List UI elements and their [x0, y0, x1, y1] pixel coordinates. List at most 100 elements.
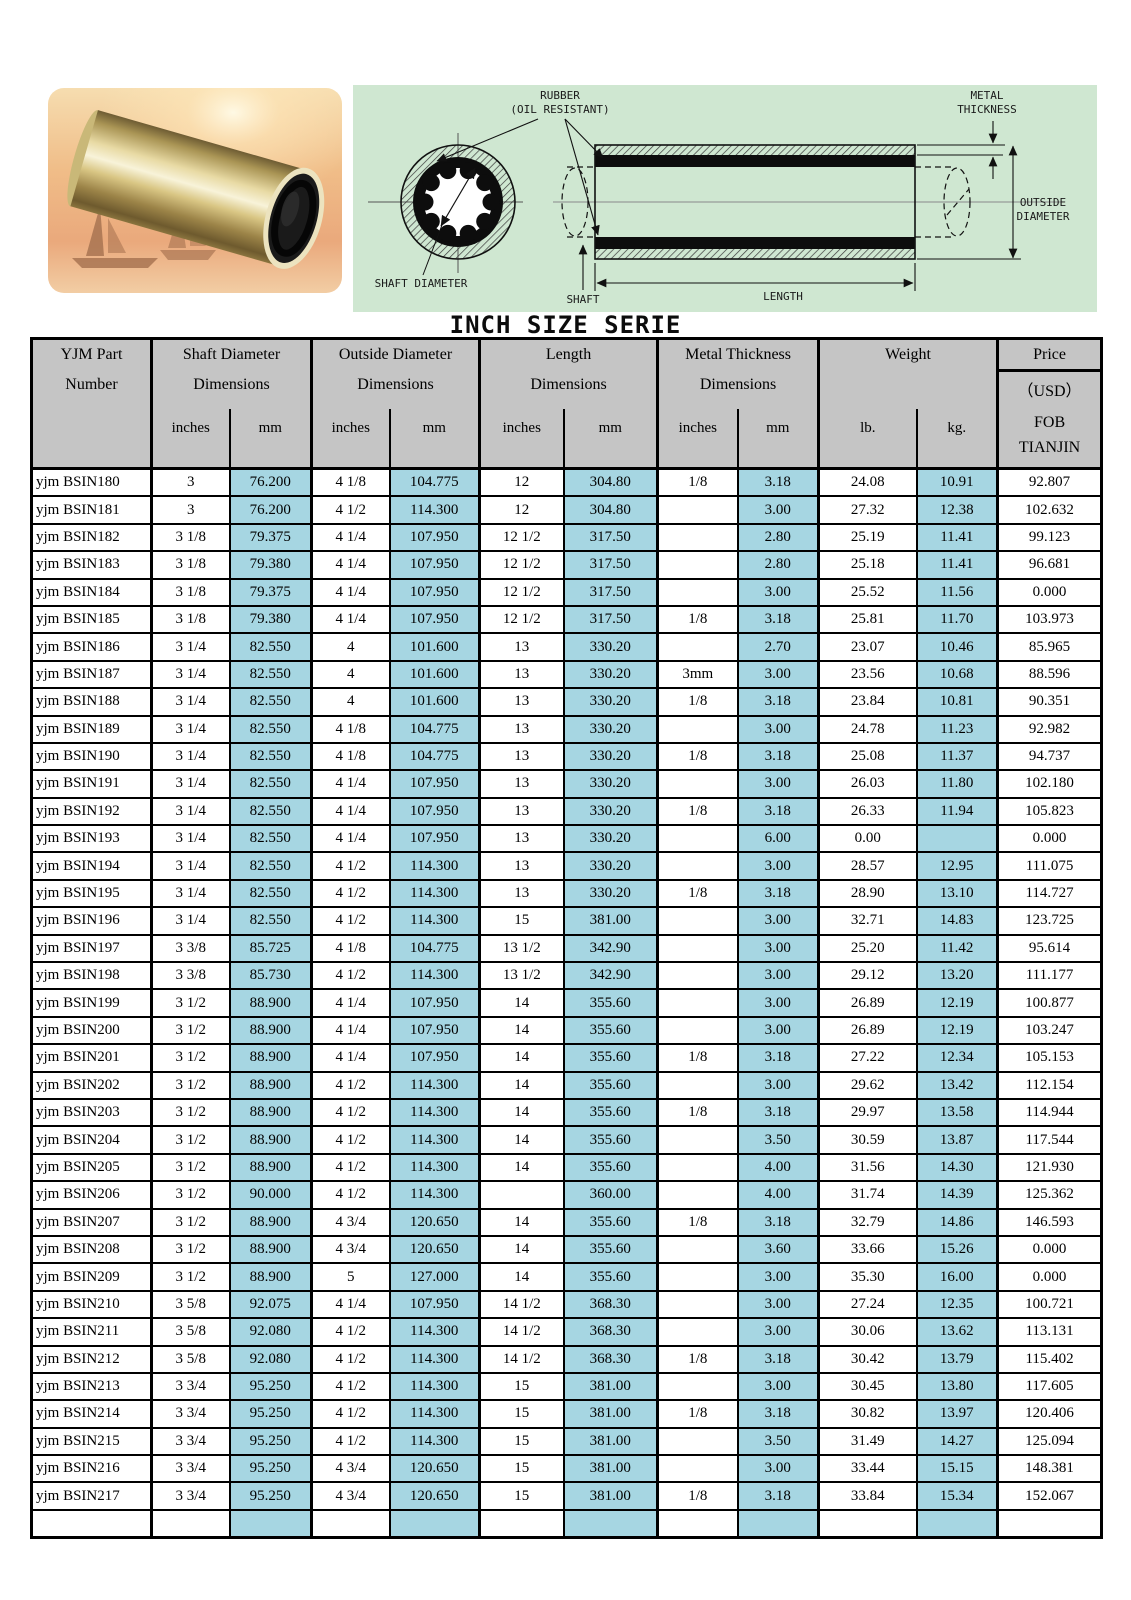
- length-inches-cell: 13: [478, 714, 565, 744]
- metal-mm-cell: 3.00: [736, 714, 820, 744]
- weight-lb-cell: [817, 1508, 918, 1539]
- part-number-cell: yjm BSIN193: [30, 824, 153, 854]
- weight-kg-cell: 15.34: [915, 1481, 999, 1511]
- outside-mm-cell: 114.300: [388, 495, 481, 525]
- table-row: yjm BSIN214 3 3/4 95.250 4 1/2 114.300 15 381.…: [30, 1399, 1103, 1429]
- outside-mm-cell: 107.950: [388, 796, 481, 827]
- metal-mm-cell: 3.18: [736, 1481, 820, 1511]
- length-mm-cell: 368.30: [562, 1289, 659, 1320]
- outside-inches-cell: 4 1/2: [310, 1344, 391, 1374]
- shaft-inches-cell: 3: [150, 467, 231, 498]
- weight-kg-cell: 14.39: [915, 1180, 999, 1210]
- outside-mm-cell: 107.950: [388, 1289, 481, 1320]
- header-part-number: YJM Part Number: [30, 338, 153, 469]
- table-row: yjm BSIN208 3 1/2 88.900 4 3/4 120.650 14 355.…: [30, 1234, 1103, 1265]
- shaft-mm-cell: 82.550: [228, 906, 313, 936]
- metal-inches-cell: [656, 1152, 739, 1183]
- price-cell: 85.965: [996, 632, 1103, 662]
- price-cell: 0.000: [996, 1262, 1103, 1292]
- shaft-mm-cell: 85.730: [228, 961, 313, 991]
- metal-mm-cell: 3.50: [736, 1125, 820, 1155]
- metal-inches-cell: [656, 1289, 739, 1320]
- weight-kg-cell: 11.23: [915, 714, 999, 744]
- outside-inches-cell: 4 1/4: [310, 1043, 391, 1073]
- table-row: yjm BSIN195 3 1/4 82.550 4 1/2 114.300 13 330.…: [30, 878, 1103, 909]
- metal-inches-cell: 1/8: [656, 1097, 739, 1128]
- header-shaft-mm: mm: [228, 408, 313, 469]
- weight-kg-cell: 13.20: [915, 961, 999, 991]
- length-inches-cell: 14: [478, 988, 565, 1018]
- length-mm-cell: 368.30: [562, 1317, 659, 1347]
- part-number-cell: yjm BSIN196: [30, 906, 153, 936]
- length-mm-cell: 381.00: [562, 1399, 659, 1429]
- part-number-cell: yjm BSIN209: [30, 1262, 153, 1292]
- price-cell: 146.593: [996, 1207, 1103, 1237]
- shaft-mm-cell: 88.900: [228, 1152, 313, 1183]
- weight-kg-cell: 14.30: [915, 1152, 999, 1183]
- metal-mm-cell: 3.00: [736, 961, 820, 991]
- cross-section: [400, 144, 516, 260]
- length-mm-cell: 381.00: [562, 1426, 659, 1457]
- table-row: yjm BSIN212 3 5/8 92.080 4 1/2 114.300 14 1/2…: [30, 1344, 1103, 1374]
- shaft-mm-cell: 79.375: [228, 522, 313, 553]
- header-weight-lb: lb.: [817, 408, 918, 469]
- table-row: yjm BSIN202 3 1/2 88.900 4 1/2 114.300 14 355.…: [30, 1070, 1103, 1100]
- price-cell: 117.544: [996, 1125, 1103, 1155]
- header-metal-inches: inches: [656, 408, 739, 469]
- part-number-cell: yjm BSIN201: [30, 1043, 153, 1073]
- part-number-cell: yjm BSIN181: [30, 495, 153, 525]
- weight-lb-cell: 35.30: [817, 1262, 918, 1292]
- length-mm-cell: 304.80: [562, 467, 659, 498]
- metal-inches-cell: [656, 550, 739, 580]
- metal-inches-cell: [656, 1180, 739, 1210]
- shaft-mm-cell: 88.900: [228, 1234, 313, 1265]
- length-mm-cell: 330.20: [562, 796, 659, 827]
- part-number-cell: yjm BSIN182: [30, 522, 153, 553]
- shaft-inches-cell: 3 1/8: [150, 604, 231, 635]
- metal-mm-cell: 3.00: [736, 577, 820, 607]
- part-number-cell: yjm BSIN217: [30, 1481, 153, 1511]
- table-row: yjm BSIN189 3 1/4 82.550 4 1/8 104.775 13 330.…: [30, 714, 1103, 744]
- outside-mm-cell: 114.300: [388, 1399, 481, 1429]
- metal-inches-cell: 1/8: [656, 1207, 739, 1237]
- price-cell: 0.000: [996, 824, 1103, 854]
- shaft-mm-cell: 95.250: [228, 1371, 313, 1402]
- weight-lb-cell: 29.97: [817, 1097, 918, 1128]
- rubber-label-line1: RUBBER: [540, 89, 580, 102]
- outside-mm-cell: 107.950: [388, 1043, 481, 1073]
- shaft-mm-cell: 82.550: [228, 878, 313, 909]
- outside-diameter-label-line2: DIAMETER: [1017, 210, 1070, 223]
- metal-mm-cell: 3.60: [736, 1234, 820, 1265]
- part-number-cell: yjm BSIN213: [30, 1371, 153, 1402]
- header-shaft-inches: inches: [150, 408, 231, 469]
- metal-inches-cell: 1/8: [656, 1481, 739, 1511]
- weight-kg-cell: 10.91: [915, 467, 999, 498]
- shaft-inches-cell: 3 1/2: [150, 1262, 231, 1292]
- metal-inches-cell: [656, 906, 739, 936]
- part-number-cell: yjm BSIN187: [30, 659, 153, 690]
- outside-inches-cell: 4 3/4: [310, 1207, 391, 1237]
- shaft-mm-cell: 82.550: [228, 659, 313, 690]
- metal-mm-cell: 3.18: [736, 1207, 820, 1237]
- metal-mm-cell: 3.18: [736, 878, 820, 909]
- outside-inches-cell: 4 1/4: [310, 988, 391, 1018]
- weight-lb-cell: 24.78: [817, 714, 918, 744]
- weight-kg-cell: 15.26: [915, 1234, 999, 1265]
- outside-mm-cell: 114.300: [388, 1180, 481, 1210]
- shaft-mm-cell: 92.080: [228, 1344, 313, 1374]
- price-cell: 102.180: [996, 769, 1103, 799]
- weight-kg-cell: 14.27: [915, 1426, 999, 1457]
- metal-mm-cell: 2.80: [736, 522, 820, 553]
- header-weight-kg: kg.: [915, 408, 999, 469]
- price-cell: 114.727: [996, 878, 1103, 909]
- length-inches-cell: 12 1/2: [478, 604, 565, 635]
- shaft-inches-cell: 3 1/4: [150, 632, 231, 662]
- price-cell: 113.131: [996, 1317, 1103, 1347]
- bearing-photo-illustration: [48, 88, 342, 293]
- outside-inches-cell: 4: [310, 687, 391, 717]
- metal-mm-cell: 3.00: [736, 1317, 820, 1347]
- metal-inches-cell: [656, 1070, 739, 1100]
- outside-inches-cell: 4 1/2: [310, 1371, 391, 1402]
- outside-inches-cell: 4 1/2: [310, 878, 391, 909]
- table-body: yjm BSIN180 3 76.200 4 1/8 104.775 12 304.80 1/…: [30, 467, 1103, 1539]
